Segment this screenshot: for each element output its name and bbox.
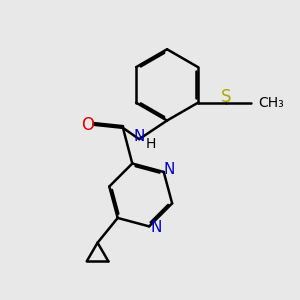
Text: S: S (221, 88, 232, 106)
Text: H: H (146, 137, 156, 151)
Text: N: N (164, 162, 175, 177)
Text: N: N (134, 129, 145, 144)
Text: N: N (150, 220, 162, 236)
Text: O: O (82, 116, 94, 134)
Text: CH₃: CH₃ (258, 96, 284, 110)
